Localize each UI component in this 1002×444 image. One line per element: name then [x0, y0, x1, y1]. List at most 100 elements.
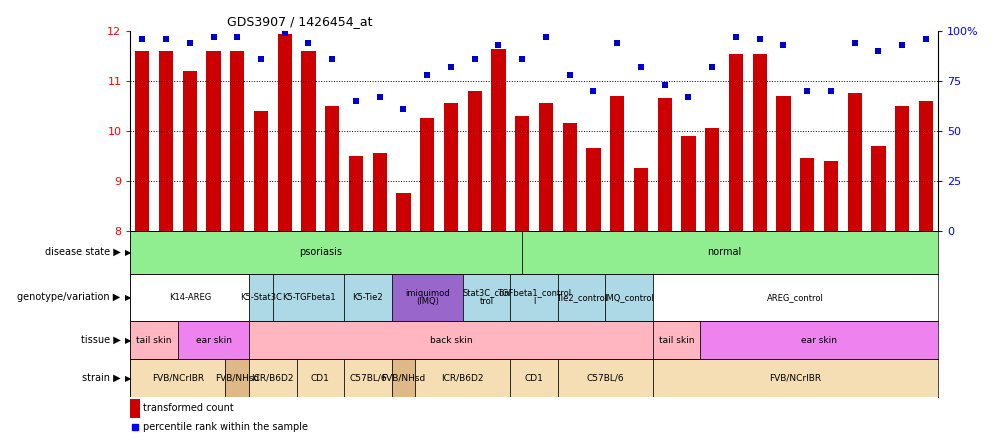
- Bar: [135, 51, 149, 231]
- Bar: [130, 321, 177, 359]
- Text: percentile rank within the sample: percentile rank within the sample: [143, 422, 308, 432]
- Bar: [680, 136, 695, 231]
- Text: GDS3907 / 1426454_at: GDS3907 / 1426454_at: [227, 16, 373, 28]
- Bar: [557, 359, 652, 397]
- Bar: [373, 153, 387, 231]
- Bar: [557, 274, 605, 321]
- Bar: [248, 274, 273, 321]
- Bar: [415, 359, 510, 397]
- Text: imiquimod
(IMQ): imiquimod (IMQ): [405, 289, 449, 306]
- Bar: [130, 399, 140, 418]
- Text: ear skin: ear skin: [801, 336, 837, 345]
- Bar: [297, 359, 344, 397]
- Text: strain ▶: strain ▶: [81, 373, 120, 383]
- Bar: [301, 51, 316, 231]
- Bar: [515, 116, 529, 231]
- Bar: [344, 274, 391, 321]
- Bar: [699, 321, 937, 359]
- Text: normal: normal: [706, 247, 740, 257]
- Bar: [652, 321, 699, 359]
- Bar: [657, 99, 671, 231]
- Text: ▶: ▶: [125, 248, 131, 257]
- Text: psoriasis: psoriasis: [299, 247, 342, 257]
- Bar: [130, 231, 522, 274]
- Bar: [229, 51, 244, 231]
- Text: K5-Tie2: K5-Tie2: [352, 293, 383, 302]
- Bar: [325, 106, 339, 231]
- Text: disease state ▶: disease state ▶: [44, 247, 120, 257]
- Bar: [918, 101, 932, 231]
- Bar: [444, 103, 458, 231]
- Text: tail skin: tail skin: [136, 336, 171, 345]
- Text: Tie2_control: Tie2_control: [555, 293, 606, 302]
- Text: transformed count: transformed count: [143, 403, 233, 413]
- Bar: [704, 128, 718, 231]
- Bar: [633, 168, 647, 231]
- Text: Stat3C_con
trol: Stat3C_con trol: [462, 289, 510, 306]
- Bar: [586, 148, 600, 231]
- Bar: [158, 51, 173, 231]
- Bar: [522, 231, 949, 274]
- Bar: [248, 359, 297, 397]
- Bar: [396, 193, 410, 231]
- Bar: [538, 103, 552, 231]
- Bar: [562, 123, 576, 231]
- Text: ▶: ▶: [125, 293, 131, 302]
- Bar: [752, 54, 767, 231]
- Text: CD1: CD1: [524, 373, 543, 383]
- Bar: [273, 274, 344, 321]
- Text: ▶: ▶: [125, 373, 131, 383]
- Bar: [420, 119, 434, 231]
- Bar: [344, 359, 391, 397]
- Text: ICR/B6D2: ICR/B6D2: [252, 373, 294, 383]
- Text: K14-AREG: K14-AREG: [168, 293, 210, 302]
- Text: ▶: ▶: [125, 336, 131, 345]
- Bar: [467, 91, 481, 231]
- Bar: [510, 274, 557, 321]
- Bar: [130, 274, 248, 321]
- Bar: [278, 34, 292, 231]
- Bar: [206, 51, 220, 231]
- Text: ear skin: ear skin: [195, 336, 231, 345]
- Text: ICR/B6D2: ICR/B6D2: [441, 373, 484, 383]
- Text: K5-Stat3C: K5-Stat3C: [239, 293, 282, 302]
- Bar: [254, 111, 268, 231]
- Bar: [130, 359, 225, 397]
- Bar: [248, 321, 652, 359]
- Bar: [871, 146, 885, 231]
- Bar: [728, 54, 742, 231]
- Bar: [182, 71, 196, 231]
- Bar: [652, 359, 937, 397]
- Bar: [391, 359, 415, 397]
- Bar: [491, 48, 505, 231]
- Bar: [652, 274, 937, 321]
- Bar: [609, 96, 623, 231]
- Bar: [391, 274, 462, 321]
- Bar: [823, 161, 838, 231]
- Bar: [462, 274, 510, 321]
- Bar: [800, 159, 814, 231]
- Bar: [510, 359, 557, 397]
- Text: K5-TGFbeta1: K5-TGFbeta1: [282, 293, 335, 302]
- Bar: [776, 96, 790, 231]
- Text: TGFbeta1_control
l: TGFbeta1_control l: [497, 289, 570, 306]
- Bar: [177, 321, 248, 359]
- Text: back skin: back skin: [429, 336, 472, 345]
- Text: C57BL/6: C57BL/6: [586, 373, 623, 383]
- Text: IMQ_control: IMQ_control: [603, 293, 653, 302]
- Text: FVB/NHsd: FVB/NHsd: [381, 373, 425, 383]
- Text: C57BL/6: C57BL/6: [349, 373, 387, 383]
- Text: genotype/variation ▶: genotype/variation ▶: [17, 292, 120, 302]
- Text: FVB/NCrIBR: FVB/NCrIBR: [151, 373, 203, 383]
- Bar: [894, 106, 909, 231]
- Bar: [225, 359, 248, 397]
- Text: FVB/NHsd: FVB/NHsd: [214, 373, 260, 383]
- Text: FVB/NCrIBR: FVB/NCrIBR: [769, 373, 821, 383]
- Text: CD1: CD1: [311, 373, 330, 383]
- Bar: [605, 274, 652, 321]
- Text: tissue ▶: tissue ▶: [80, 335, 120, 345]
- Text: tail skin: tail skin: [658, 336, 693, 345]
- Bar: [847, 94, 861, 231]
- Bar: [349, 156, 363, 231]
- Text: AREG_control: AREG_control: [767, 293, 823, 302]
